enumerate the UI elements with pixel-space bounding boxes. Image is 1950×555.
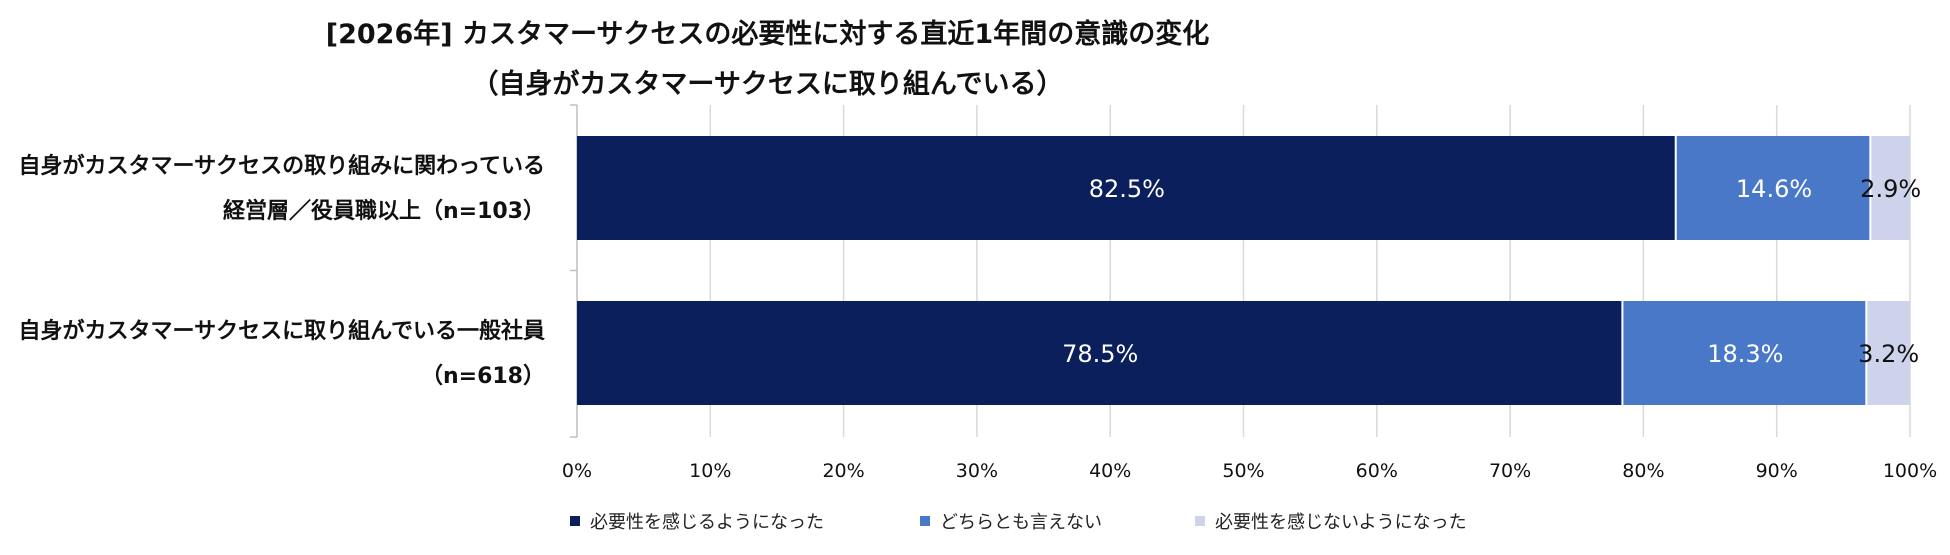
x-tick-label: 100% — [1883, 460, 1937, 482]
x-tick-label: 50% — [1222, 460, 1264, 482]
legend-label: 必要性を感じるようになった — [590, 512, 824, 533]
x-tick-label: 60% — [1356, 460, 1398, 482]
category-label: 自身がカスタマーサクセスの取り組みに関わっている — [19, 153, 545, 179]
data-label: 2.9% — [1860, 175, 1921, 203]
chart-legend: 必要性を感じるようになった どちらとも言えない 必要性を感じないようになった — [0, 508, 1950, 538]
legend-item: 必要性を感じるようになった — [570, 508, 824, 534]
data-label: 82.5% — [1089, 175, 1165, 203]
chart-subtitle: （自身がカスタマーサクセスに取り組んでいる） — [471, 69, 1064, 100]
x-tick-label: 70% — [1489, 460, 1531, 482]
bar-segment — [1867, 301, 1910, 405]
x-tick-label: 20% — [822, 460, 864, 482]
legend-label: 必要性を感じないようになった — [1215, 512, 1467, 533]
data-label: 78.5% — [1062, 340, 1138, 368]
data-label: 14.6% — [1736, 175, 1812, 203]
category-label: （n=618） — [421, 364, 545, 389]
bar-segment — [577, 136, 1675, 240]
bar-segment — [1676, 136, 1870, 240]
legend-item: どちらとも言えない — [920, 508, 1102, 534]
bar-segment — [1623, 301, 1866, 405]
bar-segment — [1871, 136, 1910, 240]
legend-swatch — [920, 516, 930, 526]
x-tick-label: 10% — [689, 460, 731, 482]
bar-segment — [577, 301, 1622, 405]
x-tick-label: 90% — [1756, 460, 1798, 482]
data-label: 18.3% — [1707, 340, 1783, 368]
x-tick-label: 0% — [562, 460, 592, 482]
legend-swatch — [570, 516, 580, 526]
x-tick-label: 30% — [956, 460, 998, 482]
legend-item: 必要性を感じないようになった — [1195, 508, 1467, 534]
x-tick-label: 40% — [1089, 460, 1131, 482]
category-label: 経営層／役員職以上（n=103） — [223, 198, 545, 224]
data-label: 3.2% — [1858, 340, 1919, 368]
chart-title: [2026年] カスタマーサクセスの必要性に対する直近1年間の意識の変化 — [325, 19, 1210, 50]
x-tick-label: 80% — [1622, 460, 1664, 482]
legend-label: どちらとも言えない — [940, 512, 1102, 533]
legend-swatch — [1195, 516, 1205, 526]
category-label: 自身がカスタマーサクセスに取り組んでいる一般社員 — [19, 318, 545, 344]
